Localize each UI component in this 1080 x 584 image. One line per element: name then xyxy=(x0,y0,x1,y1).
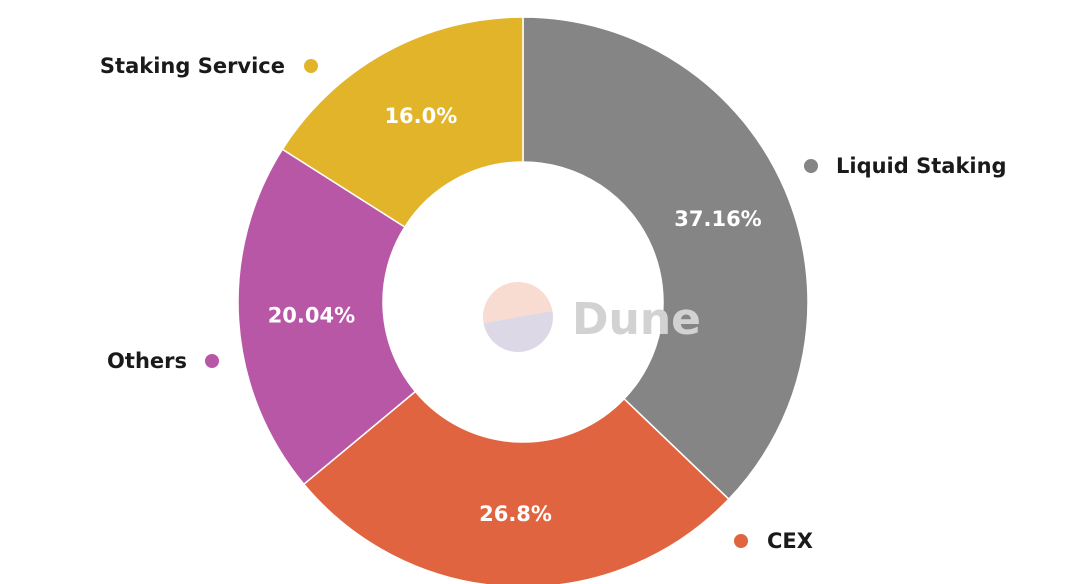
slice-others[interactable] xyxy=(237,148,417,486)
legend-item[interactable]: CEX xyxy=(734,529,813,553)
legend: Liquid Staking CEX Others Staking Service xyxy=(100,54,1007,553)
dune-logo-icon xyxy=(483,282,553,352)
legend-label: CEX xyxy=(767,529,813,553)
slice-staking-service[interactable] xyxy=(281,16,524,229)
legend-item[interactable]: Liquid Staking xyxy=(804,154,1007,178)
legend-item[interactable]: Others xyxy=(107,349,219,373)
dune-watermark: Dune xyxy=(483,282,701,352)
legend-label: Others xyxy=(107,349,187,373)
slice-liquid-staking[interactable] xyxy=(522,16,809,501)
slice-cex[interactable] xyxy=(302,390,730,584)
slice-label: 16.0% xyxy=(384,104,457,128)
legend-dot xyxy=(734,534,748,548)
slice-labels: 37.16% 26.8% 20.04% 16.0% xyxy=(268,104,762,526)
legend-dot xyxy=(804,159,818,173)
legend-dot xyxy=(205,354,219,368)
legend-dot xyxy=(304,59,318,73)
legend-label: Staking Service xyxy=(100,54,285,78)
slice-label: 26.8% xyxy=(479,502,552,526)
watermark-text: Dune xyxy=(572,294,701,345)
legend-item[interactable]: Staking Service xyxy=(100,54,318,78)
slice-label: 37.16% xyxy=(674,207,761,231)
legend-label: Liquid Staking xyxy=(836,154,1007,178)
slice-label: 20.04% xyxy=(268,304,355,328)
donut-slices xyxy=(237,16,809,584)
